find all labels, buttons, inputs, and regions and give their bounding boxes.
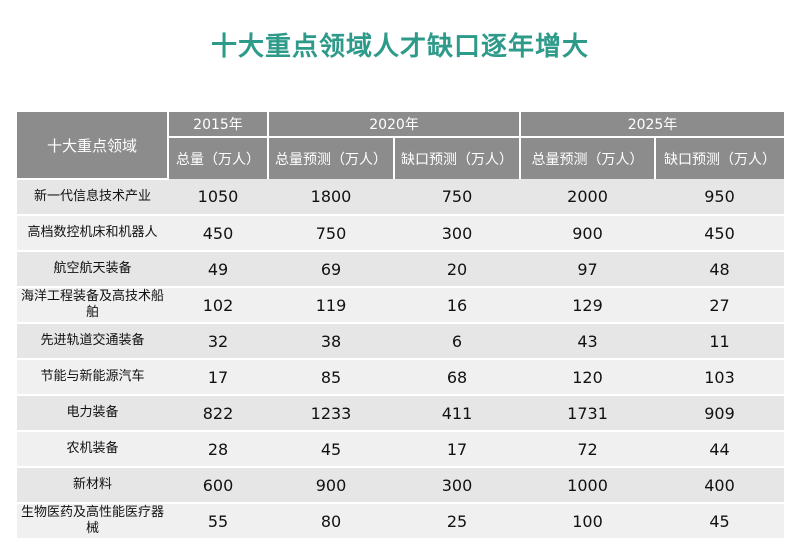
table-row: 先进轨道交通装备 32 38 6 43 11 bbox=[17, 323, 785, 360]
value-cell: 28 bbox=[168, 431, 268, 468]
value-cell: 411 bbox=[394, 395, 521, 432]
table-row: 高档数控机床和机器人 450 750 300 900 450 bbox=[17, 215, 785, 252]
year-header-2025: 2025年 bbox=[520, 112, 785, 138]
value-cell: 25 bbox=[394, 503, 521, 540]
column-header: 总量预测（万人） bbox=[268, 137, 395, 179]
value-cell: 600 bbox=[168, 467, 268, 504]
value-cell: 44 bbox=[655, 431, 785, 468]
value-cell: 750 bbox=[268, 215, 394, 252]
value-cell: 11 bbox=[655, 323, 785, 360]
value-cell: 900 bbox=[520, 215, 656, 252]
value-cell: 909 bbox=[655, 395, 785, 432]
value-cell: 100 bbox=[520, 503, 656, 540]
value-cell: 38 bbox=[268, 323, 394, 360]
value-cell: 85 bbox=[268, 359, 394, 396]
page-title: 十大重点领域人才缺口逐年增大 bbox=[210, 32, 589, 62]
value-cell: 950 bbox=[655, 179, 785, 216]
column-header: 缺口预测（万人） bbox=[655, 137, 785, 179]
value-cell: 1800 bbox=[268, 179, 394, 216]
table-row: 海洋工程装备及高技术船舶 102 119 16 129 27 bbox=[17, 287, 785, 324]
table-row: 节能与新能源汽车 17 85 68 120 103 bbox=[17, 359, 785, 396]
table-row: 电力装备 822 1233 411 1731 909 bbox=[17, 395, 785, 432]
value-cell: 1050 bbox=[168, 179, 268, 216]
table-row: 新材料 600 900 300 1000 400 bbox=[17, 467, 785, 504]
value-cell: 27 bbox=[655, 287, 785, 324]
value-cell: 69 bbox=[268, 251, 394, 288]
table-row: 航空航天装备 49 69 20 97 48 bbox=[17, 251, 785, 288]
value-cell: 72 bbox=[520, 431, 656, 468]
value-cell: 120 bbox=[520, 359, 656, 396]
value-cell: 400 bbox=[655, 467, 785, 504]
value-cell: 103 bbox=[655, 359, 785, 396]
table-row: 新一代信息技术产业 1050 1800 750 2000 950 bbox=[17, 179, 785, 216]
value-cell: 48 bbox=[655, 251, 785, 288]
value-cell: 68 bbox=[394, 359, 521, 396]
value-cell: 119 bbox=[268, 287, 394, 324]
domain-name-cell: 节能与新能源汽车 bbox=[17, 359, 168, 396]
table-row: 生物医药及高性能医疗器械 55 80 25 100 45 bbox=[17, 503, 785, 540]
value-cell: 45 bbox=[655, 503, 785, 540]
value-cell: 55 bbox=[168, 503, 268, 540]
value-cell: 17 bbox=[394, 431, 521, 468]
value-cell: 32 bbox=[168, 323, 268, 360]
domain-name-cell: 农机装备 bbox=[17, 431, 168, 468]
value-cell: 97 bbox=[520, 251, 656, 288]
row-header-cell: 十大重点领域 bbox=[17, 112, 169, 180]
domain-name-cell: 先进轨道交通装备 bbox=[17, 323, 168, 360]
value-cell: 750 bbox=[394, 179, 521, 216]
domain-name-cell: 电力装备 bbox=[17, 395, 168, 432]
year-header-2020: 2020年 bbox=[268, 112, 522, 138]
value-cell: 822 bbox=[168, 395, 268, 432]
domain-name-cell: 新材料 bbox=[17, 467, 168, 504]
value-cell: 1731 bbox=[520, 395, 656, 432]
column-header: 总量（万人） bbox=[168, 137, 269, 179]
value-cell: 45 bbox=[268, 431, 394, 468]
domain-name-cell: 生物医药及高性能医疗器械 bbox=[17, 503, 168, 540]
table-body: 新一代信息技术产业 1050 1800 750 2000 950 高档数控机床和机器人 450… bbox=[17, 179, 785, 540]
value-cell: 20 bbox=[394, 251, 521, 288]
talent-gap-table: 十大重点领域 2015年 2020年 2025年 总量（万人） 总量预测（万人）… bbox=[17, 112, 785, 540]
value-cell: 300 bbox=[394, 215, 521, 252]
column-header: 缺口预测（万人） bbox=[394, 137, 522, 179]
year-header-2015: 2015年 bbox=[168, 112, 269, 138]
value-cell: 102 bbox=[168, 287, 268, 324]
value-cell: 2000 bbox=[520, 179, 656, 216]
value-cell: 300 bbox=[394, 467, 521, 504]
domain-name-cell: 新一代信息技术产业 bbox=[17, 179, 168, 216]
domain-name-cell: 航空航天装备 bbox=[17, 251, 168, 288]
value-cell: 43 bbox=[520, 323, 656, 360]
value-cell: 80 bbox=[268, 503, 394, 540]
value-cell: 900 bbox=[268, 467, 394, 504]
column-header: 总量预测（万人） bbox=[520, 137, 657, 179]
table-row: 农机装备 28 45 17 72 44 bbox=[17, 431, 785, 468]
domain-name-cell: 高档数控机床和机器人 bbox=[17, 215, 168, 252]
value-cell: 17 bbox=[168, 359, 268, 396]
value-cell: 1233 bbox=[268, 395, 394, 432]
value-cell: 6 bbox=[394, 323, 521, 360]
value-cell: 450 bbox=[655, 215, 785, 252]
value-cell: 49 bbox=[168, 251, 268, 288]
value-cell: 450 bbox=[168, 215, 268, 252]
value-cell: 1000 bbox=[520, 467, 656, 504]
value-cell: 16 bbox=[394, 287, 521, 324]
value-cell: 129 bbox=[520, 287, 656, 324]
domain-name-cell: 海洋工程装备及高技术船舶 bbox=[17, 287, 168, 324]
